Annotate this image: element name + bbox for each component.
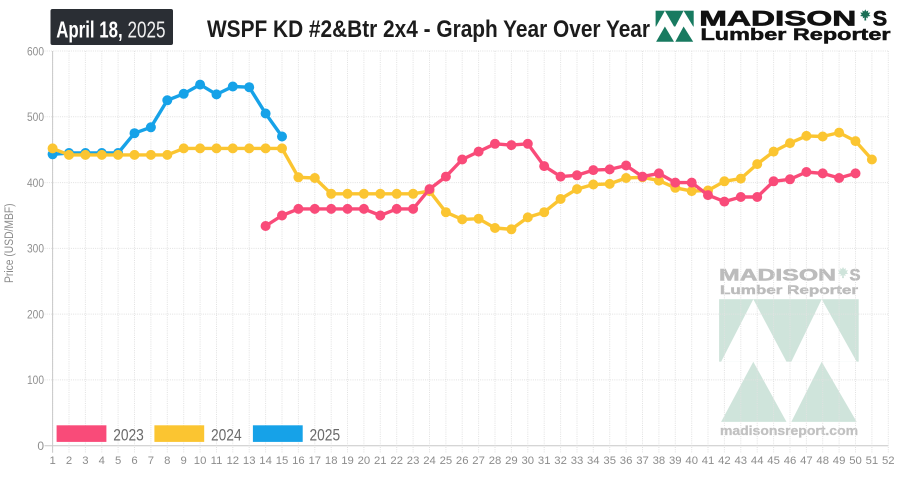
- svg-text:WSPF KD #2&Btr 2x4 - Graph Yea: WSPF KD #2&Btr 2x4 - Graph Year Over Yea…: [207, 16, 650, 43]
- svg-text:200: 200: [27, 307, 44, 321]
- svg-text:2023: 2023: [113, 427, 144, 445]
- svg-text:18: 18: [325, 455, 338, 467]
- svg-text:Lumber Reporter: Lumber Reporter: [720, 285, 859, 297]
- svg-text:51: 51: [866, 455, 879, 467]
- svg-text:27: 27: [472, 455, 485, 467]
- svg-text:15: 15: [276, 455, 289, 467]
- svg-text:April 18,: April 18,: [56, 17, 123, 43]
- svg-text:600: 600: [27, 44, 44, 58]
- svg-text:Lumber Reporter: Lumber Reporter: [701, 26, 892, 44]
- svg-text:MADISON: MADISON: [719, 267, 836, 285]
- svg-text:5: 5: [115, 455, 121, 467]
- svg-text:21: 21: [374, 455, 387, 467]
- svg-text:46: 46: [784, 455, 797, 467]
- svg-text:42: 42: [718, 455, 731, 467]
- svg-text:50: 50: [849, 455, 862, 467]
- svg-text:3: 3: [82, 455, 88, 467]
- svg-text:10: 10: [194, 455, 207, 467]
- svg-text:22: 22: [390, 455, 403, 467]
- svg-text:24: 24: [423, 455, 436, 467]
- svg-text:26: 26: [456, 455, 469, 467]
- svg-text:Price (USD/MBF): Price (USD/MBF): [4, 203, 16, 283]
- svg-text:36: 36: [620, 455, 633, 467]
- svg-text:8: 8: [164, 455, 170, 467]
- svg-text:300: 300: [27, 242, 44, 256]
- svg-text:20: 20: [358, 455, 371, 467]
- svg-text:40: 40: [685, 455, 698, 467]
- svg-text:31: 31: [538, 455, 551, 467]
- svg-text:2025: 2025: [128, 17, 166, 43]
- svg-text:12: 12: [227, 455, 240, 467]
- svg-text:madisonsreport.com: madisonsreport.com: [720, 423, 858, 438]
- svg-text:47: 47: [800, 455, 813, 467]
- svg-text:25: 25: [440, 455, 453, 467]
- svg-text:29: 29: [505, 455, 518, 467]
- svg-text:49: 49: [833, 455, 846, 467]
- svg-text:0: 0: [37, 439, 44, 453]
- svg-text:34: 34: [587, 455, 600, 467]
- svg-text:2025: 2025: [310, 427, 341, 445]
- svg-text:52: 52: [882, 455, 895, 467]
- svg-text:14: 14: [259, 455, 272, 467]
- svg-text:2024: 2024: [211, 427, 242, 445]
- svg-text:28: 28: [489, 455, 502, 467]
- svg-text:30: 30: [522, 455, 535, 467]
- svg-text:37: 37: [636, 455, 649, 467]
- svg-text:33: 33: [571, 455, 584, 467]
- svg-text:16: 16: [292, 455, 305, 467]
- svg-text:11: 11: [211, 455, 223, 467]
- svg-text:400: 400: [27, 176, 44, 190]
- svg-text:S: S: [873, 7, 887, 31]
- svg-text:6: 6: [131, 455, 137, 467]
- svg-text:2: 2: [66, 455, 72, 467]
- svg-text:4: 4: [99, 455, 105, 467]
- svg-text:44: 44: [751, 455, 764, 467]
- svg-text:MADISON: MADISON: [699, 7, 856, 31]
- svg-text:13: 13: [243, 455, 256, 467]
- svg-text:9: 9: [181, 455, 187, 467]
- svg-text:48: 48: [816, 455, 829, 467]
- svg-text:1: 1: [49, 455, 55, 467]
- svg-text:43: 43: [735, 455, 748, 467]
- svg-text:7: 7: [148, 455, 154, 467]
- svg-text:23: 23: [407, 455, 420, 467]
- svg-text:38: 38: [653, 455, 666, 467]
- svg-text:35: 35: [603, 455, 616, 467]
- svg-text:17: 17: [309, 455, 322, 467]
- svg-text:41: 41: [702, 455, 715, 467]
- svg-text:32: 32: [554, 455, 567, 467]
- svg-text:100: 100: [27, 373, 44, 387]
- svg-text:39: 39: [669, 455, 682, 467]
- svg-text:500: 500: [27, 110, 44, 124]
- svg-text:45: 45: [767, 455, 780, 467]
- svg-text:19: 19: [341, 455, 354, 467]
